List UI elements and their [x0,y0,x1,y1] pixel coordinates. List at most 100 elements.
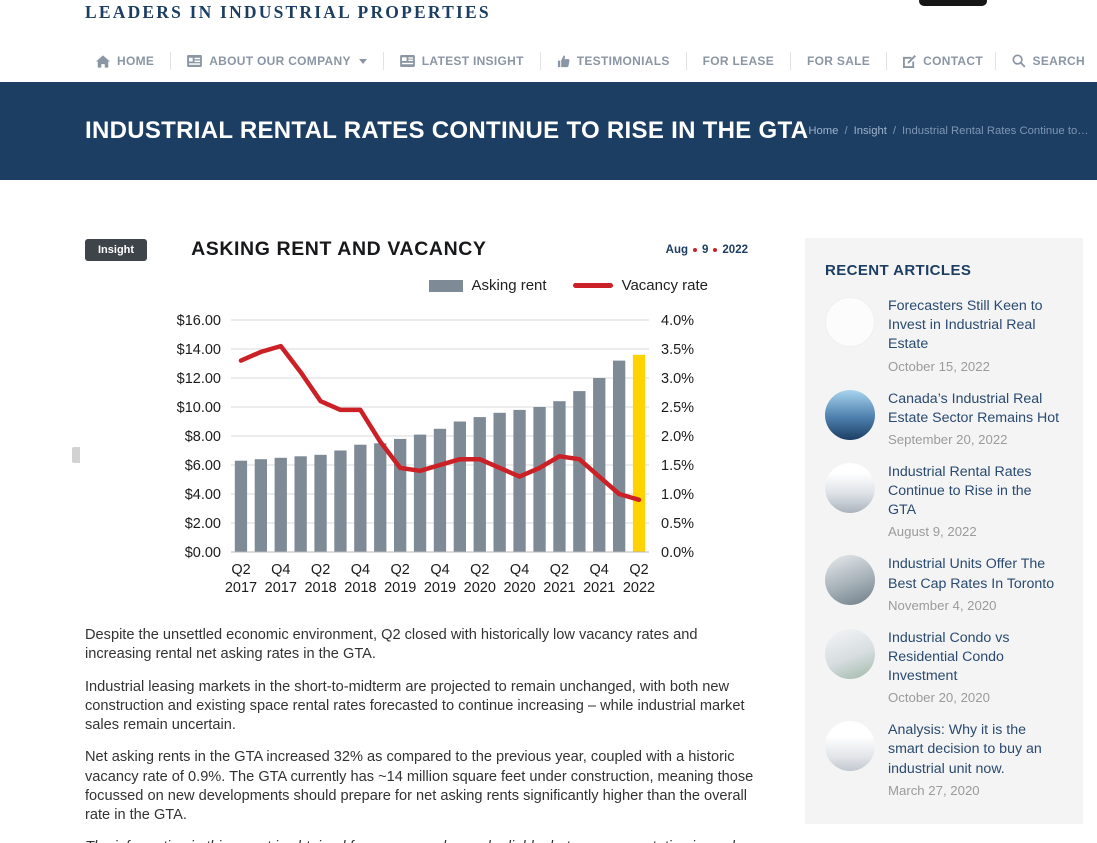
recent-articles-list: Forecasters Still Keen to Invest in Indu… [825,297,1063,798]
nav-item-label: ABOUT OUR COMPANY [209,54,351,68]
nav-search[interactable]: SEARCH [1011,54,1085,68]
article-meta: Industrial Condo vs Residential Condo In… [888,629,1063,706]
article-main: Insight ASKING RENT AND VACANCY Aug 9 20… [85,238,760,843]
legend-vacancy-rate: Vacancy rate [572,277,708,294]
article-title[interactable]: Industrial Rental Rates Continue to Rise… [888,463,1032,519]
newspaper-icon [399,55,415,67]
site-header: LEADERS IN INDUSTRIAL PROPERTIES [0,0,1097,40]
svg-text:Q4: Q4 [430,562,449,578]
svg-text:Q4: Q4 [351,562,370,578]
nav-item-label: FOR SALE [807,54,871,68]
search-icon [1011,54,1026,68]
svg-text:Q4: Q4 [590,562,609,578]
chart-area: $0.00 $2.00 $4.00 $6.00 $8.00 $10.00 $12.00 $14… [149,304,760,604]
article-thumbnail[interactable] [825,721,875,772]
svg-text:Q2: Q2 [470,562,489,578]
svg-text:2017: 2017 [225,580,257,596]
legend-asking-rent: Asking rent [428,277,547,294]
nav-item-testimonials[interactable]: TESTIMONIALS [557,54,670,68]
article-date: October 15, 2022 [888,358,990,374]
svg-text:Q2: Q2 [550,562,569,578]
article-meta: Canada’s Industrial Real Estate Sector R… [888,390,1063,447]
article-thumbnail[interactable] [825,628,875,679]
svg-text:2018: 2018 [344,580,376,596]
date-year: 2022 [722,243,748,256]
page-title: INDUSTRIAL RENTAL RATES CONTINUE TO RISE… [85,117,809,144]
article-meta: Forecasters Still Keen to Invest in Indu… [888,297,1063,374]
article-title[interactable]: Canada’s Industrial Real Estate Sector R… [888,390,1060,426]
svg-text:Q2: Q2 [629,562,648,578]
nav-item-contact[interactable]: CONTACT [903,54,983,68]
article-title[interactable]: Industrial Units Offer The Best Cap Rate… [888,556,1055,592]
article-thumbnail[interactable] [825,462,875,513]
nav-item-label: FOR LEASE [702,54,775,68]
recent-article[interactable]: Analysis: Why it is the smart decision t… [825,721,1063,798]
svg-text:2021: 2021 [543,580,575,596]
date-day: 9 [702,243,709,256]
contact-icon [903,54,917,68]
nav-divider [170,52,172,70]
legend-label-vacancy-rate: Vacancy rate [621,277,708,294]
article-title[interactable]: Industrial Condo vs Residential Condo In… [888,629,1010,685]
svg-text:4.0%: 4.0% [661,313,694,329]
asking-rent-swatch [428,279,463,292]
nav-item-for-lease[interactable]: FOR LEASE [703,54,774,68]
article-body: Despite the unsettled economic environme… [85,626,760,843]
article-disclaimer: The information in this report is obtain… [85,838,760,843]
recent-articles-title: RECENT ARTICLES [825,262,972,279]
main-nav: HOME ABOUT OUR COMPANY LATEST INSIGHT TESTI… [0,40,1097,82]
sidebar: RECENT ARTICLES Forecasters Still Keen t… [805,238,1083,843]
breadcrumb-separator: / [892,125,897,137]
nav-divider [790,52,792,70]
nav-search-label: SEARCH [1032,54,1085,68]
svg-text:$0.00: $0.00 [185,545,221,561]
article-date: August 9, 2022 [888,524,977,540]
article-thumbnail[interactable] [825,389,875,440]
svg-text:1.5%: 1.5% [661,458,694,474]
svg-text:2021: 2021 [583,580,615,596]
article-thumbnail[interactable] [825,555,875,606]
breadcrumb-item-1[interactable]: Home [808,125,839,137]
date-month: Aug [665,243,688,256]
dot-separator [693,247,697,252]
nav-divider [994,52,996,70]
article-meta: Analysis: Why it is the smart decision t… [888,721,1063,798]
svg-text:2.5%: 2.5% [661,400,694,416]
article-date: Aug 9 2022 [666,244,748,256]
breadcrumb-item-2[interactable]: Insight [853,125,887,137]
svg-text:2017: 2017 [265,580,297,596]
nav-item-label: HOME [117,54,155,68]
article-date: September 20, 2022 [888,431,1008,447]
nav-item-latest-insight[interactable]: LATEST INSIGHT [399,54,524,68]
left-edge-marker [72,447,80,463]
article-title[interactable]: Forecasters Still Keen to Invest in Indu… [888,298,1043,353]
recent-article[interactable]: Industrial Condo vs Residential Condo In… [825,628,1063,706]
chart-legend: Asking rent Vacancy rate [85,277,708,294]
svg-text:1.0%: 1.0% [661,487,694,503]
breadcrumb-separator: / [844,125,848,137]
phone-partial [919,0,987,6]
svg-text:$14.00: $14.00 [177,342,221,358]
svg-text:2019: 2019 [384,580,416,596]
nav-item-about-our-company[interactable]: ABOUT OUR COMPANY [187,54,367,68]
article-title[interactable]: Analysis: Why it is the smart decision t… [888,722,1042,777]
insight-badge[interactable]: Insight [85,238,148,261]
recent-article[interactable]: Industrial Rental Rates Continue to Rise… [825,462,1063,540]
id-card-icon [187,55,203,67]
content-area: Insight ASKING RENT AND VACANCY Aug 9 20… [0,180,1097,843]
dot-separator [713,247,718,252]
svg-text:$16.00: $16.00 [177,313,221,329]
nav-item-for-sale[interactable]: FOR SALE [807,54,870,68]
svg-text:3.5%: 3.5% [661,342,694,358]
rent-vacancy-chart: $0.00 $2.00 $4.00 $6.00 $8.00 $10.00 $12.00 $14… [177,313,695,596]
nav-item-home[interactable]: HOME [96,54,154,68]
breadcrumb: Home / Insight / Industrial Rental Rates Con… [808,125,1088,137]
recent-article[interactable]: Canada’s Industrial Real Estate Sector R… [825,389,1063,447]
svg-text:2022: 2022 [623,580,655,596]
breadcrumb-item-3: Industrial Rental Rates Continue to… [902,125,1089,137]
article-thumbnail[interactable] [825,297,875,347]
chevron-down-icon [358,58,367,64]
recent-article[interactable]: Forecasters Still Keen to Invest in Indu… [825,297,1063,374]
recent-article[interactable]: Industrial Units Offer The Best Cap Rate… [825,555,1063,613]
